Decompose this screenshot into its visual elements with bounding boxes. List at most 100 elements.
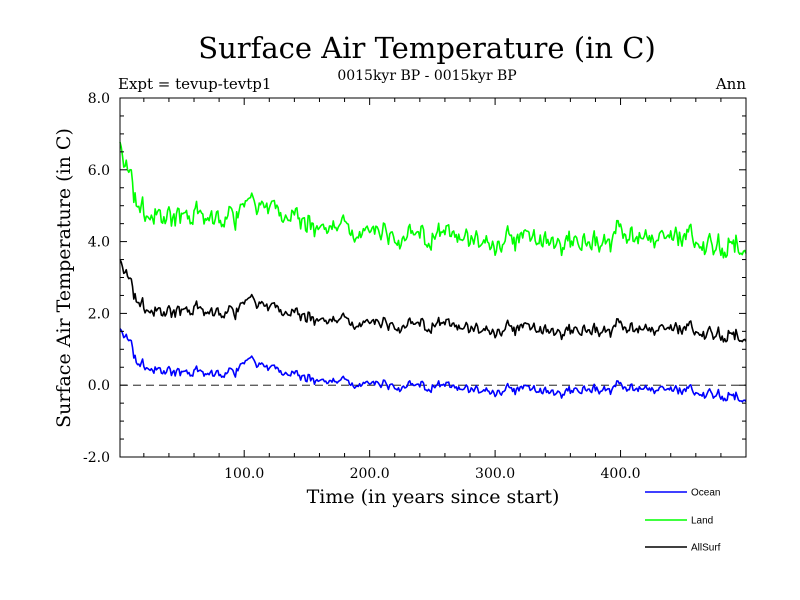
series-line-ocean — [119, 328, 747, 403]
y-tick-label: -2.0 — [83, 450, 110, 466]
y-tick-label: 6.0 — [88, 163, 110, 179]
y-tick-label: 4.0 — [88, 235, 110, 251]
series-point-land — [281, 212, 283, 214]
series-point-allsurf — [306, 316, 308, 318]
x-tick-label: 300.0 — [475, 466, 515, 482]
series-point-land — [588, 241, 590, 243]
series-point-allsurf — [124, 270, 126, 272]
series-point-allsurf — [651, 331, 653, 333]
series-point-land — [494, 241, 496, 243]
series-line-land — [119, 141, 747, 259]
series-point-allsurf — [256, 300, 258, 302]
y-axis-label: Surface Air Temperature (in C) — [53, 128, 75, 428]
legend: Ocean Land AllSurf — [645, 488, 721, 554]
series-point-ocean — [168, 370, 170, 372]
series-point-ocean — [651, 390, 653, 392]
series-point-allsurf — [432, 325, 434, 327]
series-point-land — [306, 223, 308, 225]
series-point-ocean — [268, 366, 270, 368]
series-point-land — [206, 219, 208, 221]
series-line-allsurf — [119, 259, 747, 343]
series-point-allsurf — [206, 313, 208, 315]
series-point-land — [714, 241, 716, 243]
series-point-land — [250, 194, 252, 196]
experiment-label: Expt = tevup-tevtp1 — [118, 75, 271, 93]
legend-label-land: Land — [691, 516, 713, 527]
series-point-allsurf — [494, 329, 496, 331]
series-point-land — [463, 237, 465, 239]
series-point-allsurf — [143, 309, 145, 311]
series-point-land — [156, 212, 158, 214]
series-point-allsurf — [557, 331, 559, 333]
series-point-ocean — [181, 374, 183, 376]
series-point-land — [137, 212, 139, 214]
series-point-land — [231, 212, 233, 214]
series-point-ocean — [218, 374, 220, 376]
series-point-land — [369, 230, 371, 232]
series-point-allsurf — [588, 329, 590, 331]
series-point-land — [400, 234, 402, 236]
y-tick-label: 0.0 — [88, 378, 110, 394]
series-point-ocean — [337, 381, 339, 383]
legend-label-ocean: Ocean — [691, 488, 720, 499]
series-point-ocean — [369, 383, 371, 385]
series-point-ocean — [557, 392, 559, 394]
series-point-land — [193, 216, 195, 218]
axis-layer: -2.0 0.0 2.0 4.0 6.0 8.0 100.0 200.0 300.0 400.0 — [83, 91, 746, 482]
series-point-land — [243, 198, 245, 200]
series-point-allsurf — [156, 309, 158, 311]
series-point-allsurf — [526, 327, 528, 329]
series-point-ocean — [620, 388, 622, 390]
series-point-allsurf — [714, 331, 716, 333]
series-point-ocean — [130, 341, 132, 343]
series-point-land — [130, 173, 132, 175]
x-tick-label: 100.0 — [224, 466, 264, 482]
series-point-allsurf — [268, 305, 270, 307]
series-point-ocean — [137, 366, 139, 368]
series-point-allsurf — [231, 309, 233, 311]
series-point-ocean — [526, 388, 528, 390]
series-point-allsurf — [130, 280, 132, 282]
series-point-allsurf — [168, 311, 170, 313]
series-point-ocean — [400, 384, 402, 386]
series-point-allsurf — [337, 320, 339, 322]
series-point-land — [682, 241, 684, 243]
series-layer — [119, 141, 747, 403]
series-point-land — [218, 219, 220, 221]
series-point-land — [557, 241, 559, 243]
period-label: Ann — [715, 75, 746, 93]
series-point-ocean — [124, 334, 126, 336]
series-point-ocean — [281, 370, 283, 372]
series-point-ocean — [143, 366, 145, 368]
y-tick-label: 8.0 — [88, 91, 110, 107]
series-point-land — [268, 205, 270, 207]
series-point-land — [256, 201, 258, 203]
series-point-land — [337, 226, 339, 228]
series-point-allsurf — [243, 298, 245, 300]
series-point-land — [143, 216, 145, 218]
chart-subtitle: 0015kyr BP - 0015kyr BP — [337, 68, 516, 84]
legend-label-allsurf: AllSurf — [691, 543, 721, 554]
chart-title: Surface Air Temperature (in C) — [198, 31, 656, 65]
x-tick-label: 400.0 — [601, 466, 641, 482]
series-point-allsurf — [193, 309, 195, 311]
series-point-allsurf — [682, 331, 684, 333]
series-point-land — [168, 216, 170, 218]
series-point-allsurf — [294, 313, 296, 315]
series-point-allsurf — [281, 309, 283, 311]
series-point-ocean — [294, 374, 296, 376]
series-point-ocean — [494, 390, 496, 392]
series-point-land — [294, 216, 296, 218]
series-point-allsurf — [463, 327, 465, 329]
series-point-allsurf — [137, 305, 139, 307]
series-point-ocean — [306, 377, 308, 379]
series-point-ocean — [463, 388, 465, 390]
series-point-allsurf — [620, 329, 622, 331]
y-tick-label: 2.0 — [88, 306, 110, 322]
series-point-allsurf — [250, 295, 252, 297]
series-point-land — [526, 237, 528, 239]
series-point-ocean — [243, 359, 245, 361]
series-point-allsurf — [218, 313, 220, 315]
series-point-ocean — [231, 370, 233, 372]
